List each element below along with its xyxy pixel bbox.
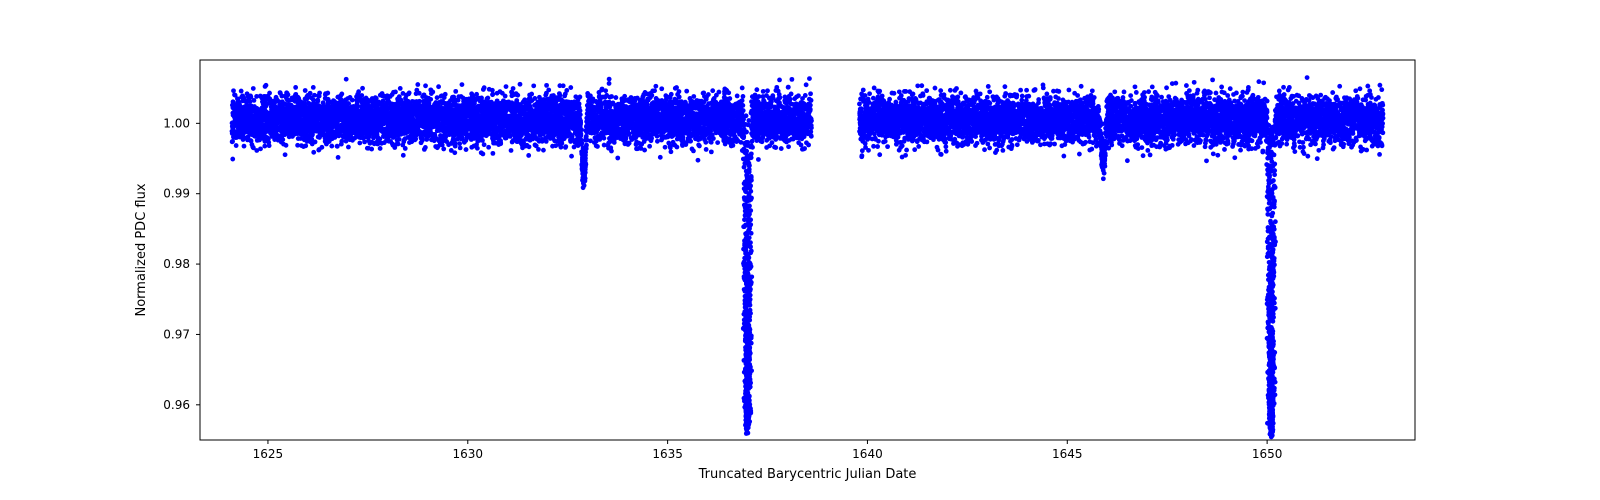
chart-svg: 1625 1630 1635 1640 1645 1650 0.96 0.97 0.98 0.99…: [0, 0, 1600, 500]
x-tick-label: 1630: [453, 447, 484, 461]
y-axis-label: Normalized PDC flux: [134, 183, 149, 316]
y-tick-label: 0.98: [163, 257, 190, 271]
x-tick-label: 1625: [253, 447, 284, 461]
x-tick-label: 1640: [852, 447, 883, 461]
y-tick-label: 0.96: [163, 398, 190, 412]
x-tick-label: 1645: [1052, 447, 1083, 461]
lightcurve-chart: 1625 1630 1635 1640 1645 1650 0.96 0.97 0.98 0.99…: [0, 0, 1600, 500]
y-tick-label: 0.97: [163, 327, 190, 341]
y-tick-label: 1.00: [163, 116, 190, 130]
x-axis-label: Truncated Barycentric Julian Date: [698, 467, 917, 482]
y-tick-label: 0.99: [163, 187, 190, 201]
x-tick-label: 1650: [1252, 447, 1283, 461]
x-tick-label: 1635: [652, 447, 683, 461]
